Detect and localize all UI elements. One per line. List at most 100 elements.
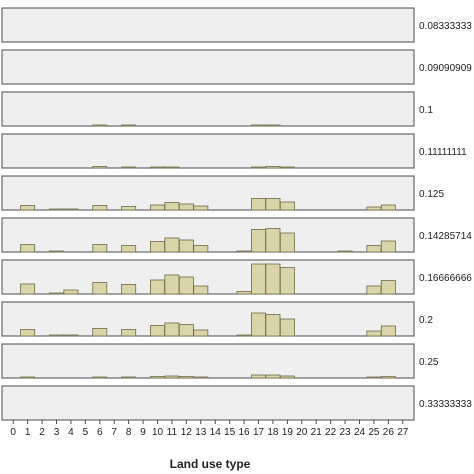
bar: [251, 263, 266, 295]
bar: [178, 239, 194, 253]
x-tick-label: 8: [126, 427, 132, 438]
panel-strip-label: 0.33333333: [419, 399, 472, 410]
bar: [92, 244, 108, 253]
x-tick-label: 21: [311, 427, 323, 438]
bar: [265, 263, 281, 295]
bar: [92, 376, 108, 379]
x-tick-label: 3: [54, 427, 60, 438]
x-axis: 0 1 2 3 4 5 6 7 8 9 10 11 12 13 14 15 16 17 18 19 20 21 22 23 24…: [10, 420, 409, 438]
panel: 0.1: [1, 91, 433, 127]
bar: [178, 376, 194, 379]
bar: [366, 330, 382, 337]
bar: [63, 289, 79, 295]
bar: [121, 124, 137, 127]
panel-background: [1, 385, 415, 421]
bar: [380, 325, 396, 337]
x-tick-label: 17: [253, 427, 265, 438]
x-tick-label: 16: [239, 427, 251, 438]
bar: [366, 285, 382, 295]
bar: [193, 329, 209, 337]
x-tick-label: 2: [39, 427, 45, 438]
bar: [193, 376, 209, 379]
panel-strip-label: 0.14285714: [419, 231, 472, 242]
bar: [236, 291, 252, 295]
bar: [236, 334, 252, 337]
bar: [279, 375, 295, 379]
bar: [150, 204, 165, 211]
bar: [121, 329, 137, 337]
bar: [265, 166, 281, 169]
bar: [20, 329, 36, 337]
panel-background: [1, 49, 415, 85]
bar: [279, 232, 295, 253]
bar: [92, 166, 108, 169]
panel: 0.25: [1, 343, 439, 379]
panel-strip-label: 0.2: [419, 315, 433, 326]
bar: [20, 244, 36, 253]
bar: [20, 205, 36, 211]
bar: [164, 322, 180, 337]
x-tick-label: 5: [83, 427, 89, 438]
x-tick-label: 27: [397, 427, 409, 438]
bar: [20, 283, 36, 295]
bar: [279, 201, 295, 211]
bar: [178, 203, 194, 211]
bar: [265, 124, 281, 127]
panel-background: [1, 7, 415, 43]
x-tick-label: 0: [10, 427, 16, 438]
x-tick-label: 15: [224, 427, 236, 438]
bar: [49, 250, 64, 253]
x-tick-label: 24: [354, 427, 366, 438]
bar: [193, 285, 209, 295]
bar: [63, 334, 79, 337]
bar: [92, 124, 108, 127]
panel-strip-label: 0.09090909: [419, 63, 472, 74]
panel-strip-label: 0.1: [419, 105, 433, 116]
bar: [63, 208, 79, 211]
panel-strip-label: 0.125: [419, 189, 444, 200]
bar: [366, 206, 382, 211]
panel: 0.125: [1, 175, 444, 211]
panel-strip-label: 0.11111111: [419, 147, 467, 158]
bar: [150, 166, 165, 169]
bar: [92, 282, 108, 295]
bar: [20, 376, 36, 379]
bar: [164, 237, 180, 253]
bar: [164, 166, 180, 169]
bar: [366, 376, 382, 379]
bar: [265, 228, 281, 253]
bar: [150, 325, 165, 337]
bar: [121, 206, 137, 211]
x-tick-label: 26: [383, 427, 395, 438]
bar: [121, 245, 137, 253]
panel-background: [1, 343, 415, 379]
x-tick-label: 7: [111, 427, 117, 438]
x-tick-label: 23: [340, 427, 352, 438]
x-tick-label: 25: [368, 427, 380, 438]
chart-panels: 0.08333333 0.09090909 0.1 0.11111111 0.125 0.…: [1, 7, 472, 421]
x-tick-label: 10: [152, 427, 164, 438]
bar: [251, 374, 266, 379]
bar: [150, 376, 165, 379]
bar: [164, 202, 180, 211]
bar: [49, 334, 64, 337]
bar: [164, 375, 180, 379]
bar: [150, 241, 165, 253]
bar: [279, 267, 295, 295]
bar: [265, 374, 281, 379]
x-tick-label: 9: [140, 427, 146, 438]
bar: [380, 240, 396, 253]
x-tick-label: 12: [181, 427, 193, 438]
x-tick-label: 4: [68, 427, 74, 438]
panel-strip-label: 0.16666666: [419, 273, 472, 284]
panel: 0.14285714: [1, 217, 472, 253]
panel: 0.33333333: [1, 385, 472, 421]
panel-background: [1, 133, 415, 169]
bar: [337, 250, 353, 253]
bar: [193, 245, 209, 253]
bar: [121, 166, 137, 169]
bar: [121, 284, 137, 295]
bar: [251, 198, 266, 211]
x-axis-title: Land use type: [170, 457, 251, 471]
